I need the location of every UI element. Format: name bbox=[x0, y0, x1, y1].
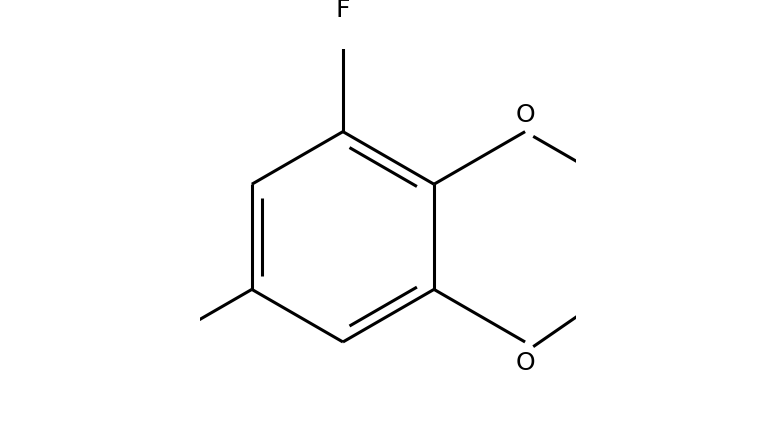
Text: O: O bbox=[515, 103, 535, 127]
Text: F: F bbox=[336, 0, 350, 22]
Text: O: O bbox=[515, 351, 535, 375]
